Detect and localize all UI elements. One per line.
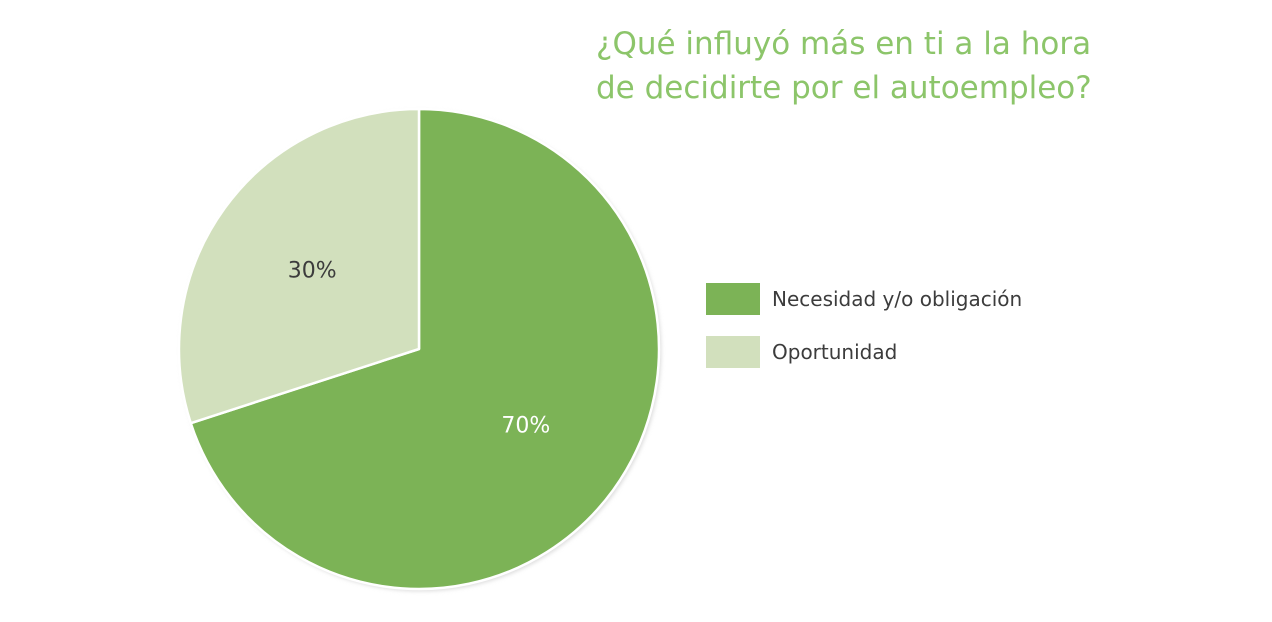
pie-label-oportunidad: 30% xyxy=(288,258,337,283)
legend-swatch-necesidad xyxy=(706,283,760,315)
legend-label-oportunidad: Oportunidad xyxy=(772,340,898,364)
legend-swatch-oportunidad xyxy=(706,336,760,368)
legend-item-oportunidad: Oportunidad xyxy=(706,335,1022,369)
pie-slice-oportunidad xyxy=(177,107,421,425)
chart-title: ¿Qué influyó más en ti a la hora de deci… xyxy=(596,22,1236,110)
legend: Necesidad y/o obligación Oportunidad xyxy=(706,282,1022,388)
chart-title-line-1: ¿Qué influyó más en ti a la hora xyxy=(596,26,1092,62)
legend-item-necesidad: Necesidad y/o obligación xyxy=(706,282,1022,316)
legend-label-necesidad: Necesidad y/o obligación xyxy=(772,287,1023,311)
chart-title-line-2: de decidirte por el autoempleo? xyxy=(596,70,1092,106)
pie-slice-necesidad xyxy=(189,107,661,591)
pie-label-necesidad: 70% xyxy=(501,414,550,439)
